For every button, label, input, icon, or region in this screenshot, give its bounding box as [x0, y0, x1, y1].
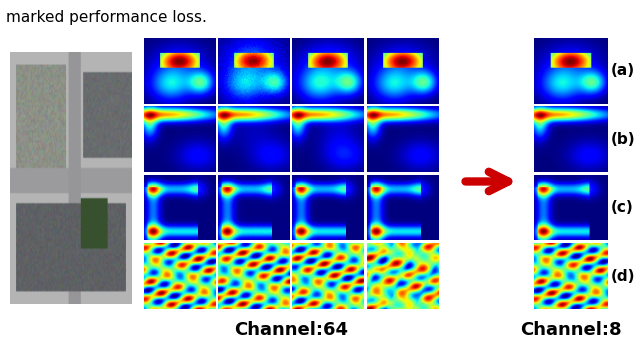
Text: (a): (a): [611, 64, 635, 78]
Text: Channel:64: Channel:64: [234, 320, 348, 339]
Text: (c): (c): [611, 200, 634, 215]
Text: (d): (d): [611, 269, 635, 283]
Text: Channel:8: Channel:8: [520, 320, 622, 339]
Text: marked performance loss.: marked performance loss.: [6, 10, 207, 25]
Text: (b): (b): [611, 132, 635, 147]
